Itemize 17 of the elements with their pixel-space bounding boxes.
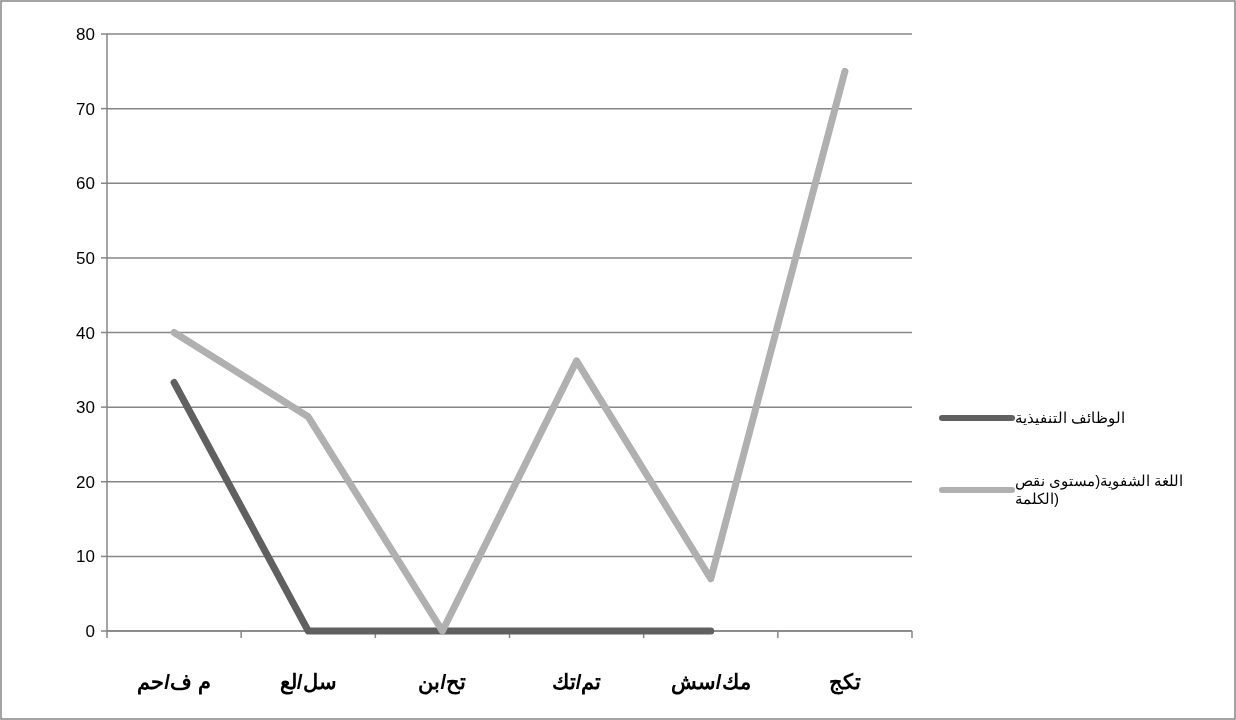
x-tick-label: سل/لع bbox=[279, 670, 337, 695]
y-tick-label: 30 bbox=[76, 398, 95, 418]
y-tick-label: 70 bbox=[76, 99, 95, 119]
x-tick-label: تم/تك bbox=[551, 670, 602, 695]
y-tick-label: 60 bbox=[76, 174, 95, 194]
y-tick-label: 20 bbox=[76, 472, 95, 492]
x-tick-label: مك/سش bbox=[670, 670, 751, 695]
y-tick-label: 40 bbox=[76, 323, 95, 343]
y-tick-label: 50 bbox=[76, 248, 95, 268]
x-tick-label: تكج bbox=[828, 670, 861, 695]
y-tick-label: 10 bbox=[76, 547, 95, 567]
legend-label: الوظائف التنفيذية bbox=[1015, 409, 1126, 427]
y-tick-label: 80 bbox=[76, 25, 95, 44]
legend-label: اللغة الشفوية(مستوى نقص الكلمة) bbox=[1015, 472, 1184, 507]
y-tick-label: 0 bbox=[85, 622, 95, 641]
x-tick-label: تح/بن bbox=[418, 670, 467, 695]
x-tick-label: م ف/حم bbox=[137, 670, 211, 695]
